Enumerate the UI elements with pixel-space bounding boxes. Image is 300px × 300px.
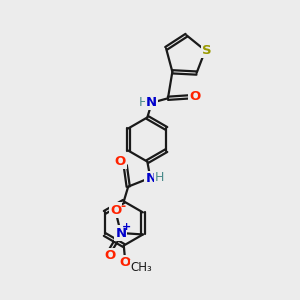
Text: O: O bbox=[115, 155, 126, 168]
Text: N: N bbox=[146, 96, 157, 109]
Text: N: N bbox=[115, 226, 126, 239]
Text: H: H bbox=[155, 171, 164, 184]
Text: O: O bbox=[104, 249, 116, 262]
Text: O: O bbox=[120, 256, 131, 269]
Text: CH₃: CH₃ bbox=[130, 260, 152, 274]
Text: -: - bbox=[120, 200, 125, 213]
Text: N: N bbox=[145, 172, 156, 185]
Text: O: O bbox=[189, 90, 201, 103]
Text: +: + bbox=[122, 221, 131, 232]
Text: S: S bbox=[202, 44, 211, 57]
Text: H: H bbox=[139, 96, 148, 109]
Text: O: O bbox=[110, 203, 122, 217]
